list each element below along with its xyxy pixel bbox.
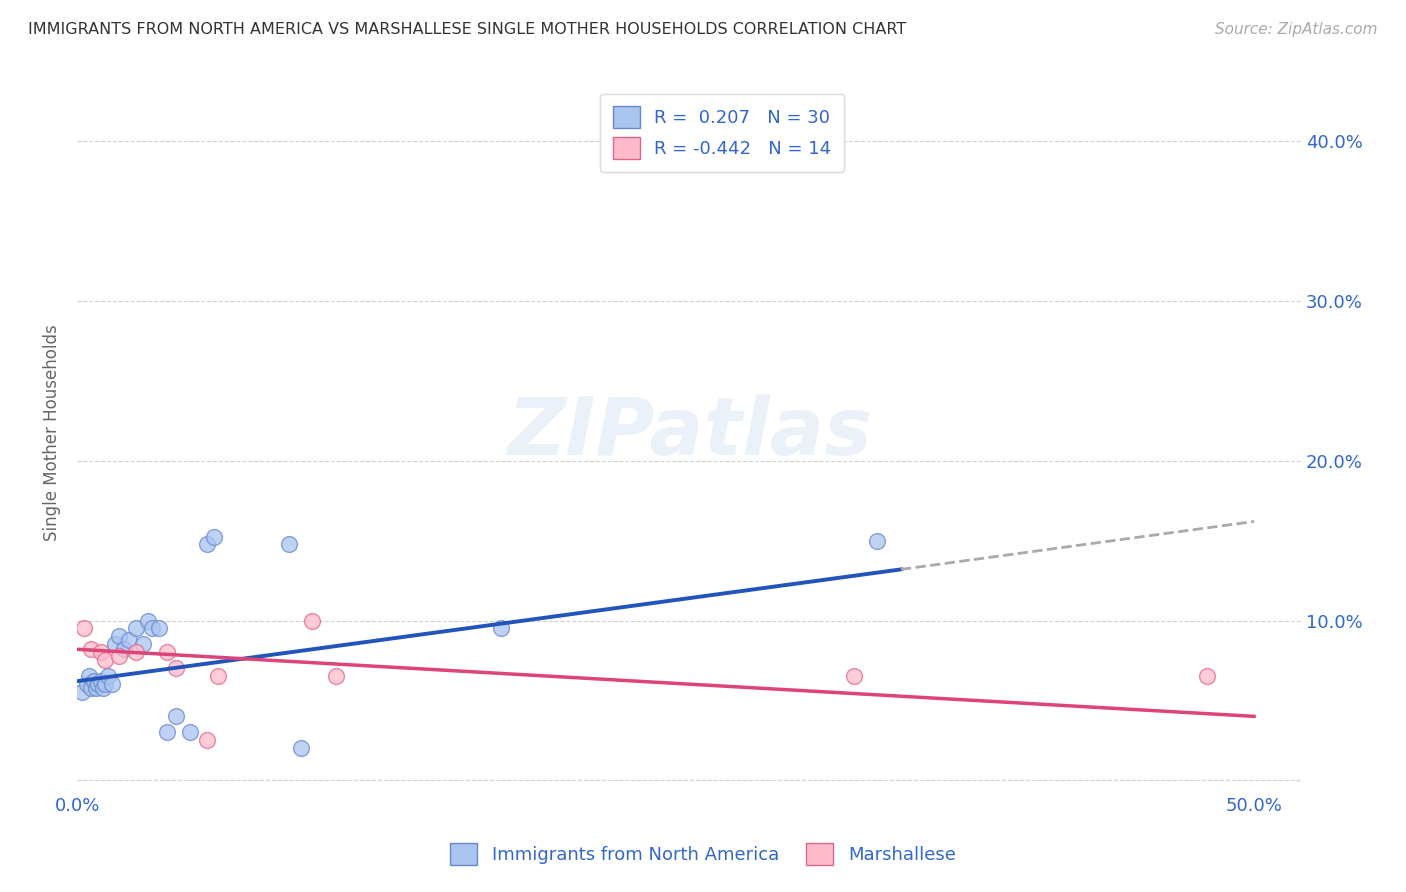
- Point: [104, 638, 127, 652]
- Point: [1195, 669, 1218, 683]
- Point: [70, 685, 93, 699]
- Point: [165, 661, 187, 675]
- Point: [84, 681, 107, 695]
- Point: [80, 642, 103, 657]
- Point: [179, 725, 201, 739]
- Point: [94, 677, 117, 691]
- Point: [77, 669, 100, 683]
- Point: [90, 645, 112, 659]
- Point: [155, 645, 177, 659]
- Point: [101, 677, 124, 691]
- Point: [866, 533, 889, 548]
- Text: IMMIGRANTS FROM NORTH AMERICA VS MARSHALLESE SINGLE MOTHER HOUSEHOLDS CORRELATIO: IMMIGRANTS FROM NORTH AMERICA VS MARSHAL…: [28, 22, 907, 37]
- Point: [278, 537, 301, 551]
- Point: [83, 674, 105, 689]
- Point: [91, 681, 114, 695]
- Point: [118, 632, 141, 647]
- Point: [97, 669, 120, 683]
- Point: [325, 669, 347, 683]
- Point: [87, 677, 110, 691]
- Point: [80, 681, 103, 695]
- Point: [195, 537, 218, 551]
- Point: [136, 614, 159, 628]
- Point: [125, 645, 148, 659]
- Y-axis label: Single Mother Households: Single Mother Households: [44, 325, 60, 541]
- Point: [195, 733, 218, 747]
- Text: Source: ZipAtlas.com: Source: ZipAtlas.com: [1215, 22, 1378, 37]
- Point: [290, 741, 312, 756]
- Point: [842, 669, 865, 683]
- Point: [301, 614, 323, 628]
- Point: [108, 648, 131, 663]
- Point: [489, 622, 512, 636]
- Point: [112, 642, 135, 657]
- Text: ZIPatlas: ZIPatlas: [506, 394, 872, 472]
- Legend: R =  0.207   N = 30, R = -0.442   N = 14: R = 0.207 N = 30, R = -0.442 N = 14: [600, 94, 844, 172]
- Point: [148, 622, 170, 636]
- Point: [73, 622, 96, 636]
- Point: [132, 638, 155, 652]
- Point: [90, 674, 112, 689]
- Point: [155, 725, 177, 739]
- Point: [141, 622, 163, 636]
- Point: [165, 709, 187, 723]
- Point: [202, 531, 225, 545]
- Legend: Immigrants from North America, Marshallese: Immigrants from North America, Marshalle…: [441, 834, 965, 874]
- Point: [108, 630, 131, 644]
- Point: [94, 653, 117, 667]
- Point: [125, 622, 148, 636]
- Point: [207, 669, 229, 683]
- Point: [76, 677, 98, 691]
